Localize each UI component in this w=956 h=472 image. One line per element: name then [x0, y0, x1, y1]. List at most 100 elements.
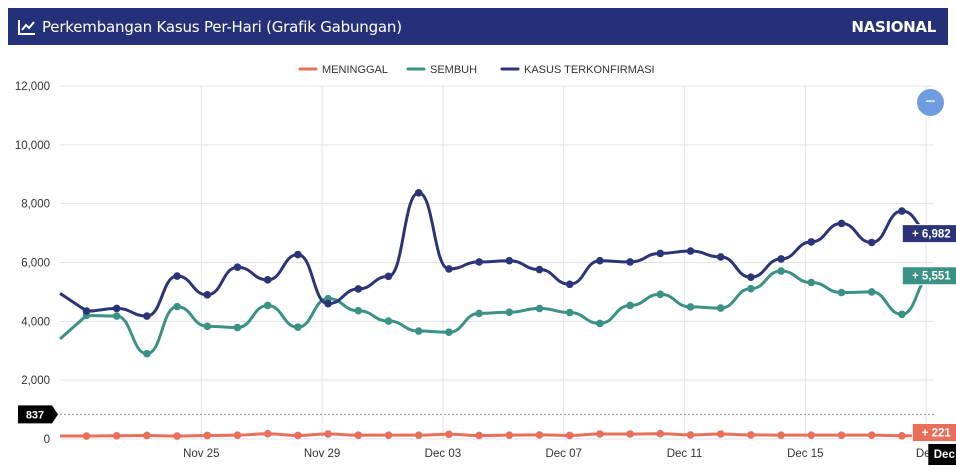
- y-tick-label: 12,000: [15, 81, 50, 93]
- data-point-meninggal[interactable]: [324, 430, 332, 438]
- data-point-meninggal[interactable]: [716, 430, 725, 438]
- data-point-meninggal[interactable]: [505, 431, 514, 439]
- data-point-sembuh[interactable]: [565, 308, 574, 317]
- data-point-kasus[interactable]: [203, 291, 212, 299]
- data-point-sembuh[interactable]: [867, 288, 876, 296]
- data-point-kasus[interactable]: [112, 304, 121, 313]
- data-point-kasus[interactable]: [445, 265, 453, 273]
- data-point-kasus[interactable]: [596, 256, 604, 265]
- data-point-kasus[interactable]: [173, 272, 181, 280]
- data-point-meninggal[interactable]: [626, 430, 634, 438]
- data-point-sembuh[interactable]: [656, 290, 665, 299]
- data-point-meninggal[interactable]: [777, 431, 785, 439]
- data-point-kasus[interactable]: [294, 250, 302, 259]
- data-point-kasus[interactable]: [626, 258, 634, 266]
- data-point-kasus[interactable]: [475, 258, 483, 266]
- data-point-sembuh[interactable]: [898, 310, 906, 319]
- data-point-sembuh[interactable]: [716, 304, 725, 312]
- data-point-sembuh[interactable]: [475, 309, 483, 318]
- data-point-kasus[interactable]: [898, 207, 906, 215]
- data-point-kasus[interactable]: [656, 249, 665, 258]
- data-point-sembuh[interactable]: [414, 327, 423, 335]
- data-point-meninggal[interactable]: [807, 431, 816, 439]
- data-point-kasus[interactable]: [505, 256, 514, 265]
- data-point-sembuh[interactable]: [112, 312, 121, 320]
- scope-label[interactable]: NASIONAL: [851, 17, 936, 36]
- data-point-kasus[interactable]: [686, 247, 695, 255]
- title-wrap: Perkembangan Kasus Per-Hari (Grafik Gabu…: [18, 18, 402, 36]
- last-value-label-kasus: + 6,982: [912, 229, 951, 241]
- legend-label: KASUS TERKONFIRMASI: [524, 64, 655, 76]
- data-point-kasus[interactable]: [716, 253, 725, 261]
- data-point-sembuh[interactable]: [445, 328, 453, 337]
- data-point-kasus[interactable]: [233, 263, 242, 272]
- data-point-meninggal[interactable]: [294, 431, 302, 440]
- zoom-out-button[interactable]: −: [917, 89, 944, 116]
- data-point-kasus[interactable]: [747, 273, 755, 282]
- data-point-meninggal[interactable]: [384, 431, 393, 439]
- data-point-kasus[interactable]: [414, 188, 423, 197]
- data-point-meninggal[interactable]: [233, 431, 242, 439]
- crosshair-x-label: Dec 20: [934, 449, 956, 461]
- last-value-box-sembuh: [901, 266, 956, 286]
- y-tick-label: 0: [44, 434, 50, 446]
- data-point-kasus[interactable]: [777, 255, 785, 263]
- data-point-kasus[interactable]: [324, 299, 332, 308]
- data-point-meninggal[interactable]: [898, 431, 906, 440]
- data-point-sembuh[interactable]: [626, 301, 634, 310]
- data-point-kasus[interactable]: [354, 285, 363, 293]
- data-point-kasus[interactable]: [263, 276, 272, 284]
- data-point-meninggal[interactable]: [867, 431, 876, 439]
- data-point-meninggal[interactable]: [535, 431, 544, 439]
- legend-label: MENINGGAL: [322, 64, 388, 76]
- data-point-kasus[interactable]: [837, 219, 846, 228]
- data-point-meninggal[interactable]: [414, 431, 423, 439]
- data-point-meninggal[interactable]: [143, 431, 151, 440]
- data-point-sembuh[interactable]: [384, 317, 393, 325]
- data-point-kasus[interactable]: [143, 312, 151, 320]
- series-line-sembuh[interactable]: [86, 269, 956, 356]
- crosshair-y-label-box: [18, 405, 58, 424]
- data-point-meninggal[interactable]: [565, 431, 574, 440]
- zoom-out-icon: −: [925, 91, 936, 111]
- data-point-sembuh[interactable]: [263, 301, 272, 310]
- data-point-sembuh[interactable]: [203, 322, 212, 331]
- series-line-meninggal[interactable]: [86, 432, 956, 438]
- data-point-meninggal[interactable]: [686, 431, 695, 439]
- y-tick-label: 2,000: [21, 375, 50, 387]
- data-point-meninggal[interactable]: [263, 429, 272, 438]
- data-point-sembuh[interactable]: [233, 323, 242, 332]
- data-point-meninggal[interactable]: [747, 431, 755, 439]
- line-chart-icon: [18, 19, 35, 35]
- data-point-meninggal[interactable]: [596, 430, 604, 438]
- data-point-kasus[interactable]: [384, 272, 393, 281]
- x-tick-label: Dec 15: [787, 448, 823, 460]
- data-point-sembuh[interactable]: [143, 349, 151, 358]
- data-point-kasus[interactable]: [535, 265, 544, 274]
- series-line-kasus[interactable]: [86, 191, 956, 318]
- data-point-meninggal[interactable]: [354, 431, 363, 439]
- data-point-sembuh[interactable]: [173, 302, 181, 311]
- data-point-sembuh[interactable]: [535, 304, 544, 313]
- data-point-kasus[interactable]: [867, 238, 876, 247]
- data-point-meninggal[interactable]: [112, 431, 121, 440]
- data-point-kasus[interactable]: [565, 280, 574, 289]
- data-point-sembuh[interactable]: [596, 319, 604, 328]
- data-point-meninggal[interactable]: [203, 431, 212, 440]
- y-tick-label: 4,000: [21, 316, 50, 328]
- data-point-meninggal[interactable]: [837, 431, 846, 439]
- data-point-sembuh[interactable]: [354, 306, 363, 315]
- data-point-sembuh[interactable]: [747, 284, 755, 293]
- data-point-sembuh[interactable]: [294, 323, 302, 332]
- data-point-meninggal[interactable]: [173, 432, 181, 440]
- data-point-sembuh[interactable]: [505, 308, 514, 317]
- data-point-meninggal[interactable]: [656, 429, 665, 438]
- data-point-meninggal[interactable]: [475, 431, 483, 440]
- data-point-sembuh[interactable]: [777, 267, 785, 275]
- data-point-sembuh[interactable]: [837, 288, 846, 297]
- data-point-sembuh[interactable]: [686, 303, 695, 311]
- data-point-meninggal[interactable]: [445, 430, 453, 439]
- last-value-box-meninggal: [911, 422, 956, 442]
- data-point-kasus[interactable]: [807, 238, 816, 246]
- data-point-sembuh[interactable]: [807, 278, 816, 287]
